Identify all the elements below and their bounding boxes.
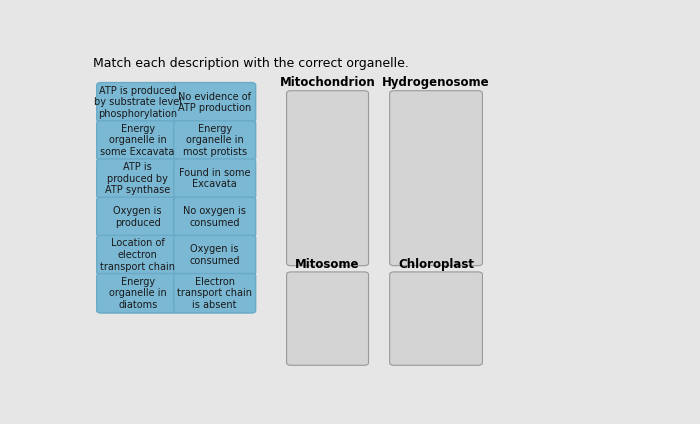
FancyBboxPatch shape [286, 272, 368, 365]
Text: Energy
organelle in
some Excavata: Energy organelle in some Excavata [101, 124, 175, 157]
Text: Match each description with the correct organelle.: Match each description with the correct … [93, 57, 409, 70]
FancyBboxPatch shape [174, 235, 256, 275]
Text: No evidence of
ATP production: No evidence of ATP production [178, 92, 251, 113]
Text: ATP is produced
by substrate level
phosphorylation: ATP is produced by substrate level phosp… [94, 86, 182, 119]
FancyBboxPatch shape [174, 197, 256, 237]
FancyBboxPatch shape [97, 235, 178, 275]
Text: ATP is
produced by
ATP synthase: ATP is produced by ATP synthase [105, 162, 170, 195]
Text: Energy
organelle in
diatoms: Energy organelle in diatoms [108, 277, 167, 310]
FancyBboxPatch shape [174, 159, 256, 198]
Text: Location of
electron
transport chain: Location of electron transport chain [100, 238, 175, 272]
Text: Oxygen is
produced: Oxygen is produced [113, 206, 162, 228]
Text: No oxygen is
consumed: No oxygen is consumed [183, 206, 246, 228]
FancyBboxPatch shape [390, 272, 482, 365]
FancyBboxPatch shape [97, 83, 178, 122]
Text: Electron
transport chain
is absent: Electron transport chain is absent [177, 277, 252, 310]
Text: Mitochondrion: Mitochondrion [280, 76, 375, 89]
FancyBboxPatch shape [390, 91, 482, 266]
Text: Found in some
Excavata: Found in some Excavata [179, 168, 251, 190]
Text: Chloroplast: Chloroplast [398, 258, 474, 271]
FancyBboxPatch shape [174, 121, 256, 160]
Text: Oxygen is
consumed: Oxygen is consumed [190, 244, 240, 266]
FancyBboxPatch shape [174, 273, 256, 313]
Text: Mitosome: Mitosome [295, 258, 360, 271]
FancyBboxPatch shape [97, 159, 178, 198]
FancyBboxPatch shape [174, 83, 256, 122]
FancyBboxPatch shape [286, 91, 368, 266]
FancyBboxPatch shape [97, 197, 178, 237]
FancyBboxPatch shape [97, 121, 178, 160]
Text: Energy
organelle in
most protists: Energy organelle in most protists [183, 124, 247, 157]
FancyBboxPatch shape [97, 273, 178, 313]
Text: Hydrogenosome: Hydrogenosome [382, 76, 490, 89]
